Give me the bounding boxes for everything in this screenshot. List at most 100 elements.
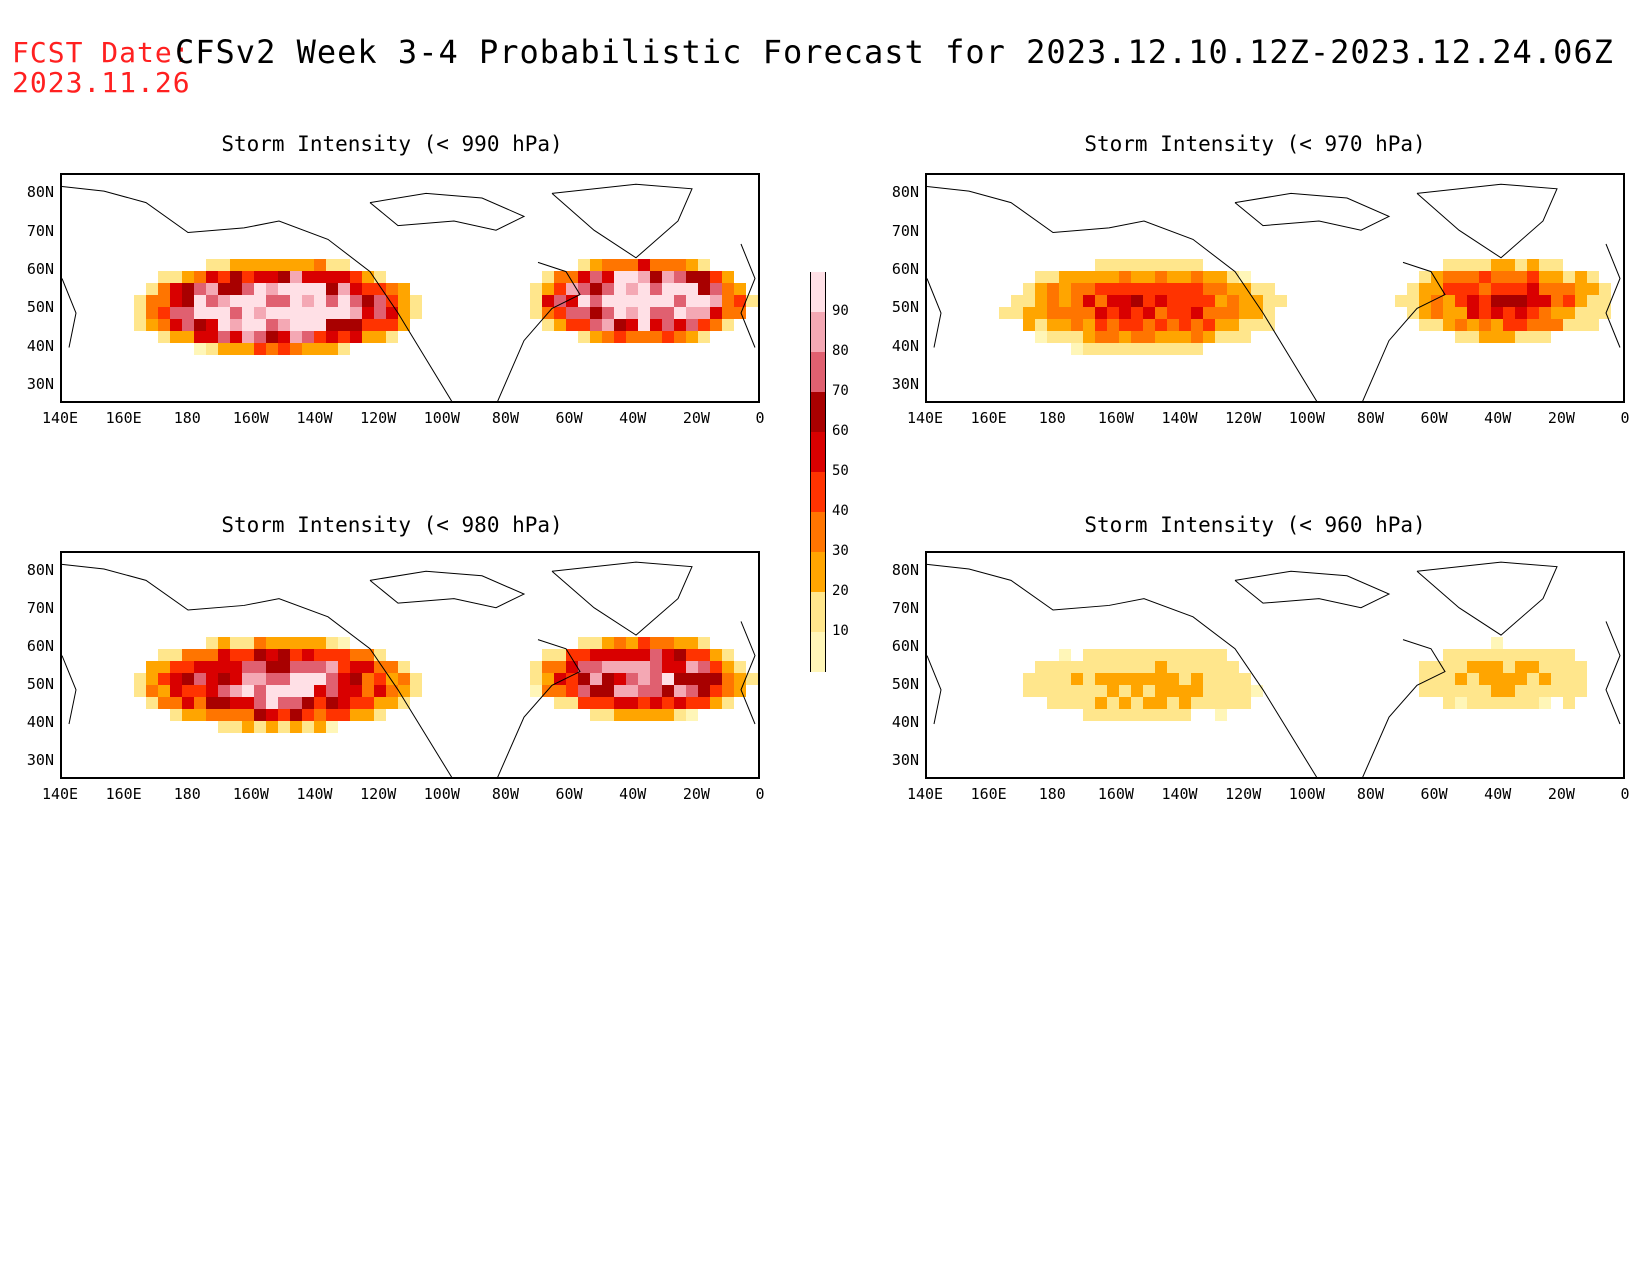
probability-cell [710, 319, 722, 331]
probability-cell [206, 331, 218, 343]
lon-tick-label: 100W [423, 785, 460, 803]
probability-cell [602, 283, 614, 295]
probability-cell [698, 331, 710, 343]
probability-cell [1599, 295, 1611, 307]
probability-cell [1191, 271, 1203, 283]
probability-cell [290, 295, 302, 307]
colorbar-label: 50 [832, 463, 849, 479]
probability-cell [686, 649, 698, 661]
probability-cell [638, 661, 650, 673]
probability-cell [1479, 283, 1491, 295]
probability-cell [230, 649, 242, 661]
probability-cell [614, 661, 626, 673]
probability-cell [1131, 271, 1143, 283]
coastline [62, 183, 756, 401]
probability-cell [206, 673, 218, 685]
probability-cell [1059, 319, 1071, 331]
probability-cell [578, 673, 590, 685]
probability-cell [1251, 685, 1263, 697]
lon-tick-label: 160E [105, 409, 142, 427]
lat-tick-label: 50N [891, 675, 919, 693]
probability-cell [1035, 661, 1047, 673]
probability-cell [398, 685, 410, 697]
probability-cell [1215, 319, 1227, 331]
probability-cell [1551, 259, 1563, 271]
probability-cell [1563, 661, 1575, 673]
probability-cell [362, 709, 374, 721]
probability-cell [722, 673, 734, 685]
probability-cell [182, 307, 194, 319]
probability-cell [1227, 295, 1239, 307]
probability-cell [1563, 295, 1575, 307]
probability-cell [662, 649, 674, 661]
probability-cell [578, 661, 590, 673]
probability-cell [1023, 685, 1035, 697]
probability-cell [182, 295, 194, 307]
lat-tick-label: 80N [891, 561, 919, 579]
probability-cell [578, 685, 590, 697]
probability-cell [1131, 319, 1143, 331]
probability-cell [254, 295, 266, 307]
probability-cell [1563, 319, 1575, 331]
probability-cell [1035, 319, 1047, 331]
probability-cell [1059, 661, 1071, 673]
colorbar-label: 20 [832, 583, 849, 599]
probability-cell [1551, 685, 1563, 697]
probability-cell [1095, 319, 1107, 331]
probability-cell [566, 685, 578, 697]
probability-cell [710, 307, 722, 319]
probability-cell [1155, 319, 1167, 331]
probability-cell [1071, 319, 1083, 331]
probability-cell [1419, 661, 1431, 673]
probability-cell [722, 295, 734, 307]
probability-cell [230, 319, 242, 331]
probability-cell [1119, 307, 1131, 319]
probability-cell [614, 271, 626, 283]
probability-cell [1131, 331, 1143, 343]
probability-cell [710, 685, 722, 697]
probability-cell [1407, 283, 1419, 295]
probability-cell [1179, 331, 1191, 343]
probability-cell [290, 673, 302, 685]
probability-cell [266, 709, 278, 721]
probability-cell [1467, 295, 1479, 307]
probability-cell [146, 697, 158, 709]
probability-cell [1455, 259, 1467, 271]
probability-cell [1563, 697, 1575, 709]
probability-cell [602, 307, 614, 319]
probability-cell [266, 271, 278, 283]
probability-cell [1467, 271, 1479, 283]
probability-cell [1479, 271, 1491, 283]
probability-cell [290, 685, 302, 697]
probability-cell [1191, 283, 1203, 295]
probability-cell [1143, 685, 1155, 697]
probability-cell [1059, 331, 1071, 343]
probability-cell [1203, 673, 1215, 685]
probability-cell [1059, 649, 1071, 661]
probability-cell [1107, 283, 1119, 295]
probability-cell [194, 685, 206, 697]
lon-tick-label: 140W [296, 409, 333, 427]
probability-cell [134, 685, 146, 697]
probability-cell [1047, 673, 1059, 685]
probability-cell [1167, 709, 1179, 721]
probability-cell [542, 673, 554, 685]
probability-cell [314, 295, 326, 307]
probability-cell [1167, 307, 1179, 319]
probability-cell [722, 307, 734, 319]
probability-cell [698, 661, 710, 673]
probability-cell [1095, 673, 1107, 685]
probability-cell [1215, 709, 1227, 721]
probability-cell [1131, 685, 1143, 697]
probability-cell [314, 673, 326, 685]
probability-cell [218, 709, 230, 721]
probability-cell [1047, 319, 1059, 331]
probability-cell [374, 295, 386, 307]
lon-tick-label: 100W [1288, 409, 1325, 427]
lon-tick-label: 120W [1225, 785, 1262, 803]
probability-cell [674, 295, 686, 307]
probability-cell [710, 697, 722, 709]
probability-cell [230, 697, 242, 709]
lat-tick-label: 70N [891, 599, 919, 617]
probability-cell [350, 685, 362, 697]
